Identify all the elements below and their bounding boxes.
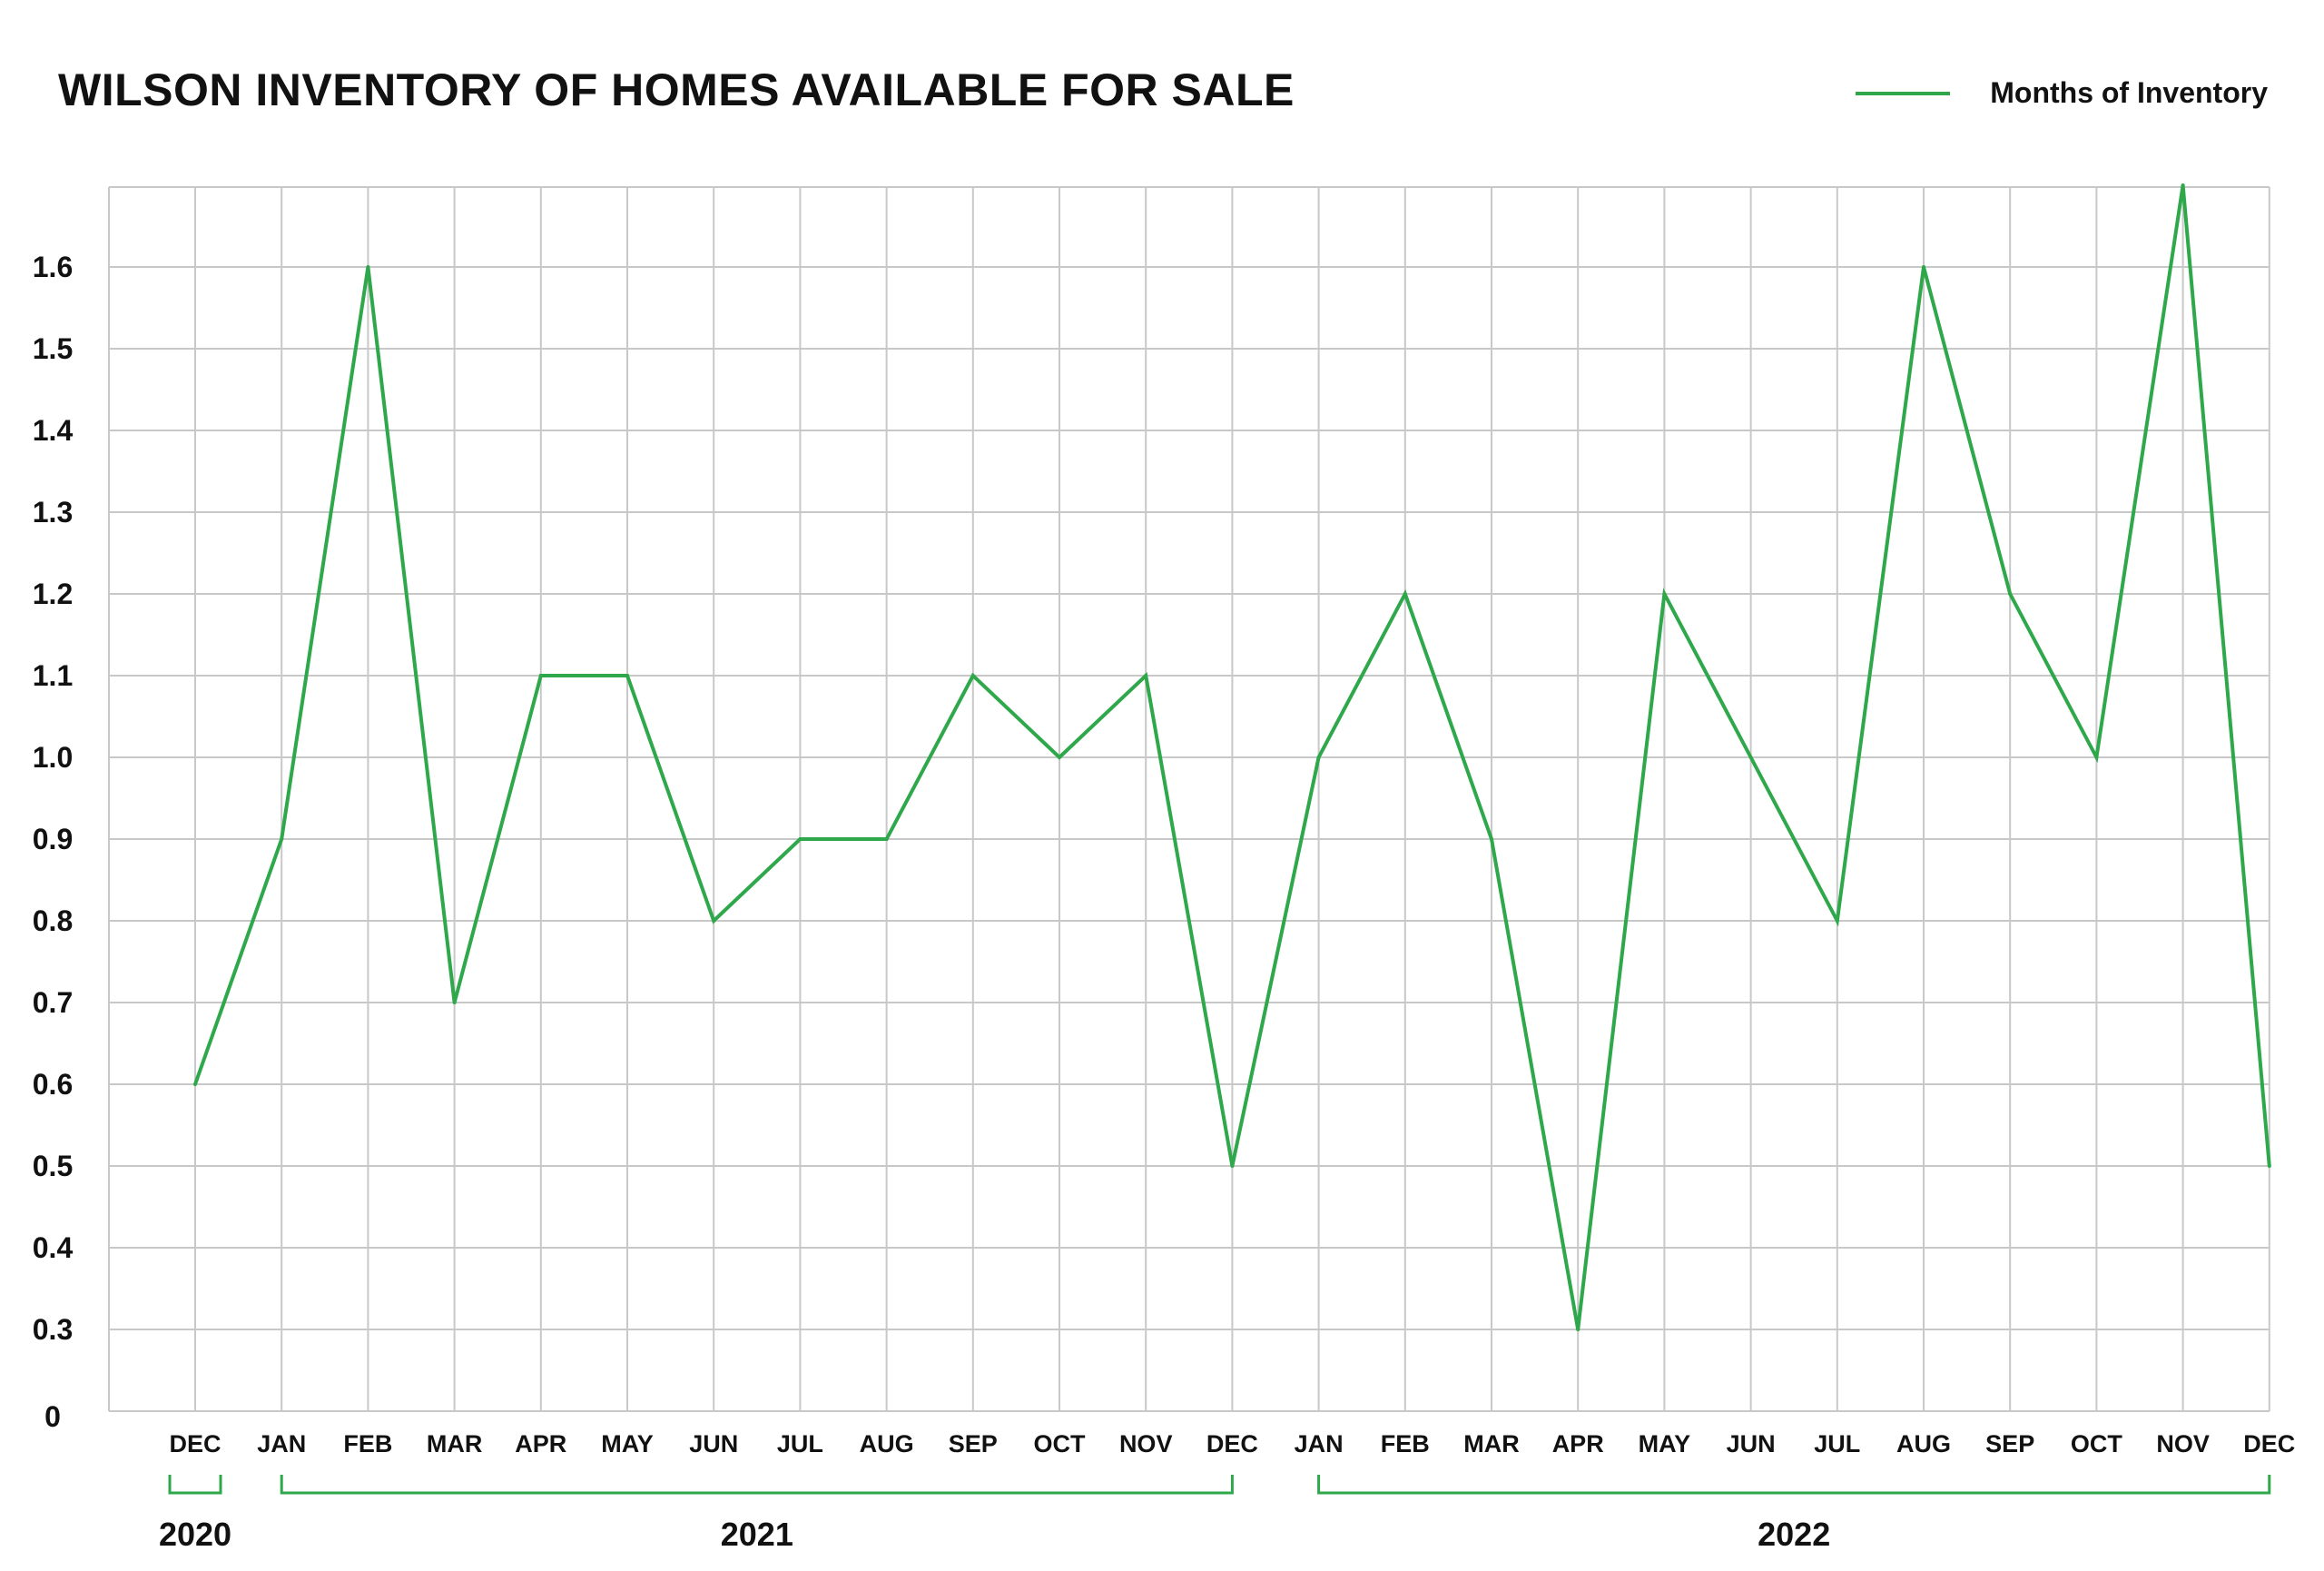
x-tick-label: MAY <box>601 1430 654 1457</box>
x-tick-label: FEB <box>1381 1430 1430 1457</box>
data-point <box>2181 183 2185 187</box>
data-point <box>1748 756 1753 759</box>
data-point <box>2008 592 2013 596</box>
data-point <box>625 674 629 677</box>
data-point <box>884 837 889 841</box>
data-point <box>1576 1328 1581 1331</box>
x-tick-label: JAN <box>257 1430 306 1457</box>
data-point <box>366 265 370 269</box>
data-point <box>1490 837 1493 841</box>
x-tick-label: JUL <box>777 1430 823 1457</box>
y-tick-label: 0.6 <box>33 1068 73 1101</box>
x-tick-label: JUN <box>689 1430 738 1457</box>
data-point <box>1058 756 1061 759</box>
data-point <box>280 837 284 841</box>
y-tick-label: 0.8 <box>33 904 73 937</box>
y-tick-label: 1.4 <box>33 414 74 447</box>
y-tick-label: 1.5 <box>33 332 73 365</box>
y-tick-label: 1.1 <box>33 659 73 692</box>
y-tick-label: 1.2 <box>33 578 73 610</box>
year-brackets: 2020 2021 2022 <box>159 1475 2271 1553</box>
grid <box>108 186 2270 1412</box>
x-axis-ticks: DEC JAN FEB MAR APR MAY JUN JUL AUG SEP OCT NOV DEC J… <box>169 1430 2295 1457</box>
y-tick-label: 1.3 <box>33 496 73 529</box>
year-label: 2021 <box>721 1516 793 1553</box>
data-point <box>1144 674 1148 677</box>
data-point <box>970 674 975 677</box>
year-bracket <box>280 1475 1234 1495</box>
x-tick-label: AUG <box>1896 1430 1951 1457</box>
legend: Months of Inventory <box>1856 76 2268 110</box>
x-tick-label: SEP <box>949 1430 998 1457</box>
x-tick-label: DEC <box>2243 1430 2295 1457</box>
y-tick-label: 0.4 <box>33 1231 74 1264</box>
data-point <box>1922 265 1925 269</box>
year-bracket <box>168 1475 222 1495</box>
x-tick-label: DEC <box>169 1430 221 1457</box>
data-point <box>1403 592 1407 596</box>
x-tick-label: SEP <box>1985 1430 2034 1457</box>
y-tick-label: 1.6 <box>33 251 73 283</box>
data-point <box>193 1082 197 1086</box>
data-point <box>2094 756 2099 759</box>
y-tick-label: 1.0 <box>33 741 73 774</box>
year-label: 2020 <box>159 1516 231 1553</box>
x-tick-label: FEB <box>343 1430 392 1457</box>
x-tick-label: JUL <box>1814 1430 1860 1457</box>
legend-label: Months of Inventory <box>1990 76 2268 109</box>
x-tick-label: MAR <box>427 1430 483 1457</box>
x-tick-label: OCT <box>1034 1430 1087 1457</box>
y-axis-ticks: 0 0.3 0.4 0.5 0.6 0.7 0.8 0.9 1.0 1.1 1.2 1.3 1.4 1.5… <box>33 251 74 1433</box>
y-tick-label: 0.5 <box>33 1150 73 1182</box>
x-tick-label: APR <box>515 1430 566 1457</box>
chart-title: WILSON INVENTORY OF HOMES AVAILABLE FOR … <box>58 64 1295 115</box>
y-tick-label: 0.3 <box>33 1313 73 1346</box>
data-point <box>712 919 716 923</box>
x-tick-label: DEC <box>1206 1430 1258 1457</box>
data-point <box>1316 756 1321 759</box>
data-point <box>2267 1164 2271 1168</box>
x-tick-label: MAY <box>1639 1430 1691 1457</box>
year-bracket <box>1317 1475 2271 1495</box>
series <box>193 183 2271 1331</box>
data-point <box>1835 919 1839 923</box>
x-tick-label: AUG <box>860 1430 914 1457</box>
data-point <box>538 674 543 677</box>
data-point <box>1662 592 1667 596</box>
x-tick-label: MAR <box>1463 1430 1520 1457</box>
x-tick-label: OCT <box>2071 1430 2123 1457</box>
y-tick-label: 0 <box>44 1400 61 1433</box>
x-tick-label: JAN <box>1295 1430 1344 1457</box>
data-point <box>1230 1164 1235 1168</box>
data-point <box>452 1001 457 1004</box>
x-tick-label: NOV <box>1119 1430 1173 1457</box>
y-tick-label: 0.7 <box>33 986 73 1019</box>
legend-swatch-line <box>1856 91 1951 95</box>
data-point <box>798 837 803 841</box>
year-label: 2022 <box>1758 1516 1830 1553</box>
x-tick-label: APR <box>1552 1430 1604 1457</box>
x-tick-label: NOV <box>2156 1430 2210 1457</box>
x-tick-label: JUN <box>1727 1430 1776 1457</box>
y-tick-label: 0.9 <box>33 823 73 855</box>
